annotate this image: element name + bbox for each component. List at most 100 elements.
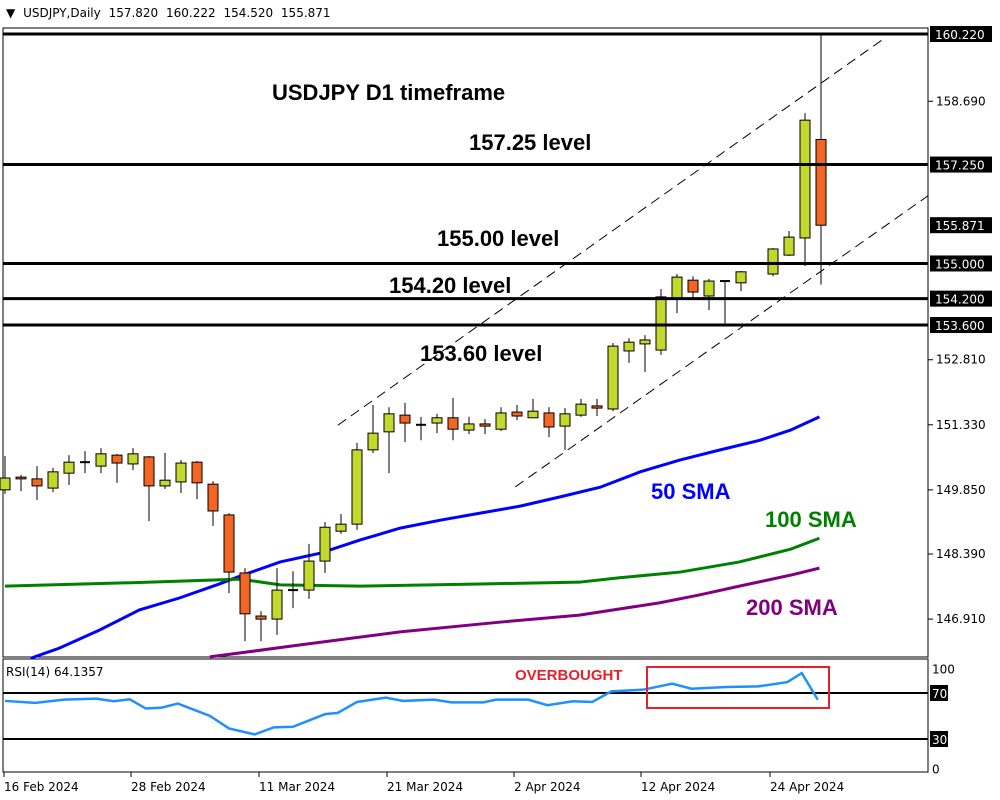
candle-body: [31, 478, 43, 487]
candle-body: [223, 514, 235, 573]
level-label: 153.600: [935, 319, 985, 333]
candle-body: [671, 276, 683, 299]
candle-body: [303, 560, 315, 591]
level-annotation-155: 155.00 level: [437, 226, 559, 251]
candle-body: [495, 412, 507, 430]
level-label-box: [930, 255, 992, 272]
level-label: 157.250: [935, 159, 985, 173]
sma50-label: 50 SMA: [651, 479, 731, 504]
candle-body: [799, 119, 811, 239]
symbol-label: USDJPY,Daily: [23, 6, 101, 20]
candle-body: [335, 523, 347, 532]
candle-body: [271, 589, 283, 620]
candle-body: [175, 462, 187, 483]
candle-body: [783, 236, 795, 256]
level-label-box: [930, 290, 992, 307]
price-tick-label: 149.850: [936, 483, 986, 497]
price-tick-label: 158.690: [936, 94, 986, 108]
rsi-panel-frame: [2, 658, 929, 773]
overbought-label: OVERBOUGHT: [515, 667, 623, 684]
chart-header: ▼ USDJPY,Daily 157.820 160.222 154.520 1…: [6, 6, 335, 20]
sma-line-50: [30, 415, 821, 660]
level-label: 155.000: [935, 257, 985, 271]
triangle-down-icon[interactable]: ▼: [6, 6, 16, 20]
level-label: 154.200: [935, 293, 985, 307]
current-price-label: 155.871: [935, 219, 985, 233]
chart-title-annotation: USDJPY D1 timeframe: [272, 80, 505, 105]
candle-body: [703, 280, 715, 297]
candle-body: [479, 423, 491, 427]
candle-body: [111, 454, 123, 464]
level-annotation-157: 157.25 level: [469, 130, 591, 155]
candle-body: [191, 461, 203, 484]
rsi-tick-label: 30: [932, 733, 947, 747]
current-price-box: [930, 217, 992, 234]
date-tick-label: 28 Feb 2024: [131, 780, 206, 794]
candle-body: [623, 341, 635, 352]
date-tick-label: 16 Feb 2024: [4, 780, 79, 794]
candle-body: [543, 412, 555, 428]
channel-line: [515, 195, 929, 488]
candle-body: [511, 411, 523, 417]
candle-body: [431, 417, 443, 424]
candle-body: [367, 432, 379, 451]
date-tick-label: 2 Apr 2024: [514, 780, 581, 794]
date-tick-label: 24 Apr 2024: [770, 780, 844, 794]
level-annotation-1542: 154.20 level: [389, 273, 511, 298]
sma-line-100: [4, 536, 820, 588]
candle-body: [463, 423, 475, 431]
rsi-level-box: [930, 685, 948, 701]
candle-body: [95, 453, 107, 467]
price-tick-label: 148.390: [936, 547, 986, 561]
candle-body: [239, 572, 251, 615]
rsi-tick-label: 70: [932, 687, 947, 701]
rsi-level-box: [930, 731, 948, 747]
candle-body: [15, 476, 27, 480]
candle-body: [559, 413, 571, 427]
candle-body: [447, 417, 459, 430]
candle-body: [0, 477, 11, 491]
open-value: 157.820: [108, 6, 159, 20]
rsi-label: RSI(14) 64.1357: [6, 665, 104, 679]
candle-body: [255, 615, 267, 620]
low-value: 154.520: [223, 6, 274, 20]
date-tick-label: 12 Apr 2024: [641, 780, 715, 794]
sma100-label: 100 SMA: [765, 507, 857, 532]
candle-body: [687, 279, 699, 293]
candle-body: [351, 449, 363, 525]
rsi-tick-label: 0: [932, 763, 940, 777]
candle-body: [575, 403, 587, 416]
level-label-box: [930, 156, 992, 173]
candle-body: [655, 296, 667, 351]
high-value: 160.222: [166, 6, 216, 20]
candle-body: [399, 414, 411, 424]
main-panel-frame: [2, 27, 929, 658]
candle-body: [207, 483, 219, 512]
close-value: 155.871: [280, 6, 331, 20]
price-tick-label: 152.810: [936, 353, 986, 367]
level-label-box: [930, 26, 992, 42]
candle-body: [735, 271, 747, 284]
sma200-label: 200 SMA: [746, 595, 838, 620]
candle-body: [607, 345, 619, 410]
rsi-tick-label: 100: [932, 663, 955, 677]
date-tick-label: 11 Mar 2024: [259, 780, 335, 794]
date-tick-label: 21 Mar 2024: [387, 780, 463, 794]
price-tick-label: 146.910: [936, 612, 986, 626]
overbought-box: [646, 666, 830, 709]
rsi-line: [4, 671, 819, 736]
candle-body: [143, 456, 155, 487]
candle-body: [639, 339, 651, 345]
candle-body: [159, 479, 171, 487]
candle-body: [319, 526, 331, 562]
level-annotation-1536: 153.60 level: [420, 341, 542, 366]
candle-body: [527, 410, 539, 419]
level-label: 160.220: [935, 28, 985, 42]
candle-body: [591, 405, 603, 409]
candle-body: [383, 413, 395, 433]
candle-body: [63, 461, 75, 474]
sma-line-200: [209, 566, 820, 659]
level-label-box: [930, 317, 992, 334]
candle-body: [127, 453, 139, 465]
